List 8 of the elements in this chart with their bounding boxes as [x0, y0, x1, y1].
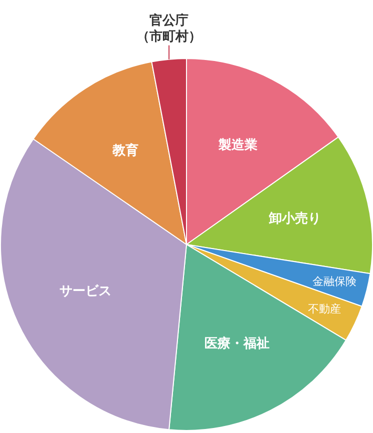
- slice-label: 卸小売り: [268, 212, 322, 227]
- slice-label: 金融保険: [312, 274, 356, 288]
- slice-label: 教育: [112, 142, 139, 158]
- slice-label: 不動産: [308, 302, 342, 316]
- slice-label: 製造業: [217, 138, 258, 153]
- slice-label: 官公庁（市町村）: [136, 12, 202, 45]
- slice-label: 医療・福祉: [204, 335, 270, 352]
- slice-label: サービス: [59, 284, 112, 300]
